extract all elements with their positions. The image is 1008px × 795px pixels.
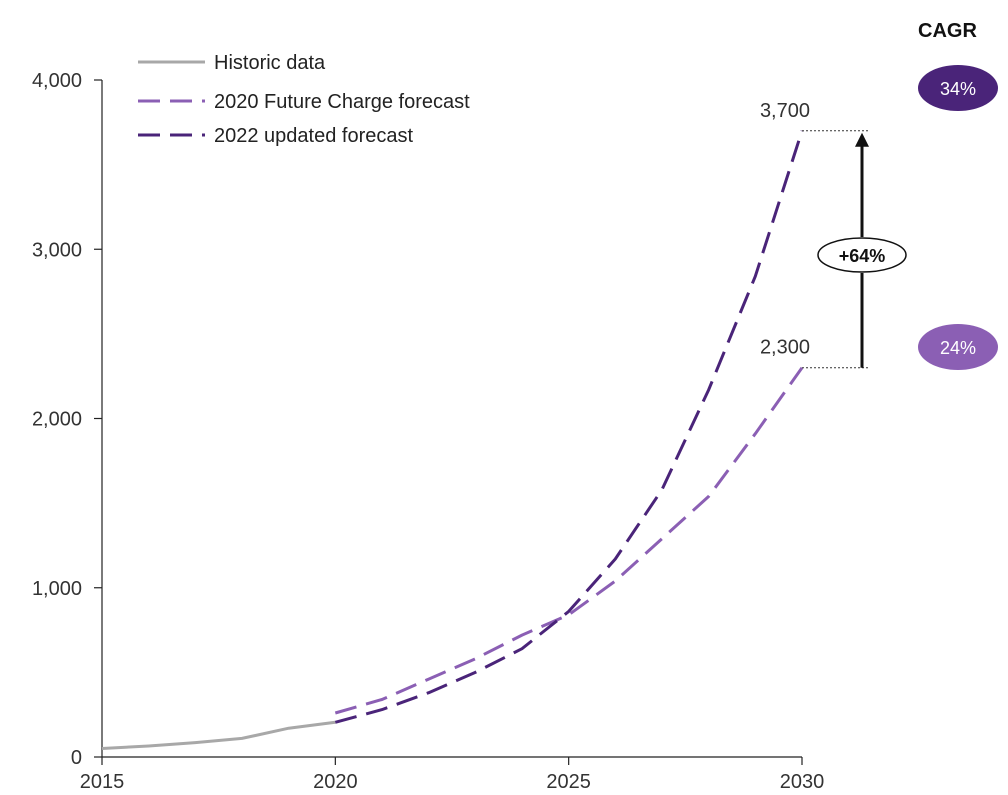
cagr-badge-label: 24%: [940, 338, 976, 358]
series-line-2: [334, 366, 804, 715]
series-line-3: [334, 130, 804, 724]
cagr-title: CAGR: [918, 20, 977, 42]
annotations: 3,700 2,300 +64% CAGR 34% 24%: [760, 20, 998, 370]
legend: Historic data 2020 Future Charge forecast…: [138, 52, 470, 147]
change-arrow-head: [855, 132, 869, 147]
change-label: +64%: [839, 246, 886, 266]
legend-label-1: Historic data: [214, 52, 326, 74]
x-tick-label: 2015: [80, 771, 125, 793]
legend-label-3: 2022 updated forecast: [214, 125, 413, 147]
cagr-badge-label: 34%: [940, 79, 976, 99]
x-tick-label: 2020: [313, 771, 358, 793]
plot-area: [101, 130, 804, 750]
cagr-badge: [918, 324, 998, 370]
y-tick-label: 0: [71, 747, 82, 769]
series-line-1: [101, 720, 336, 750]
y-tick-label: 2,000: [32, 409, 82, 431]
x-tick-label: 2025: [546, 771, 591, 793]
axes: 0 1,000 2,000 3,000 4,000 2015 2020 2025 2030: [32, 70, 824, 793]
cagr-badge: [918, 65, 998, 111]
y-tick-label: 1,000: [32, 578, 82, 600]
y-tick-label: 3,000: [32, 239, 82, 261]
x-tick-label: 2030: [780, 771, 825, 793]
legend-label-2: 2020 Future Charge forecast: [214, 91, 470, 113]
y-tick-label: 4,000: [32, 70, 82, 92]
end-value-label: 3,700: [760, 100, 810, 122]
end-value-label: 2,300: [760, 337, 810, 359]
change-pill: [817, 237, 907, 273]
